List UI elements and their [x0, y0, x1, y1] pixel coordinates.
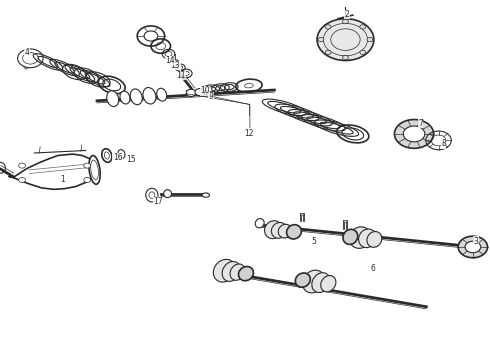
Ellipse shape	[302, 270, 325, 293]
Circle shape	[465, 241, 481, 253]
Ellipse shape	[300, 213, 304, 215]
Text: 16: 16	[113, 153, 122, 162]
Ellipse shape	[230, 264, 245, 280]
Circle shape	[325, 25, 331, 29]
Ellipse shape	[295, 273, 310, 287]
Circle shape	[19, 163, 25, 168]
Circle shape	[367, 37, 373, 42]
Ellipse shape	[89, 156, 100, 184]
Circle shape	[360, 25, 366, 29]
Circle shape	[458, 236, 488, 258]
Text: 5: 5	[311, 237, 316, 246]
Circle shape	[84, 163, 91, 168]
Circle shape	[360, 50, 366, 54]
Text: 10: 10	[200, 86, 210, 95]
Ellipse shape	[172, 60, 178, 63]
Circle shape	[84, 177, 91, 183]
Ellipse shape	[120, 91, 130, 104]
Text: 8: 8	[441, 139, 446, 148]
Ellipse shape	[202, 193, 210, 197]
Ellipse shape	[349, 227, 371, 248]
Text: 17: 17	[153, 197, 163, 206]
Circle shape	[325, 50, 331, 54]
Text: 11: 11	[176, 71, 186, 80]
Ellipse shape	[255, 219, 264, 228]
Ellipse shape	[367, 231, 382, 247]
Circle shape	[343, 19, 348, 24]
Ellipse shape	[143, 87, 156, 104]
Ellipse shape	[287, 225, 301, 239]
Ellipse shape	[320, 275, 336, 292]
Text: 6: 6	[371, 264, 376, 273]
Ellipse shape	[222, 261, 241, 282]
Ellipse shape	[130, 89, 142, 105]
Ellipse shape	[271, 222, 287, 238]
Ellipse shape	[102, 149, 112, 162]
Text: 15: 15	[126, 155, 136, 164]
Ellipse shape	[312, 273, 330, 293]
Ellipse shape	[107, 91, 119, 107]
Text: 12: 12	[244, 129, 254, 138]
Ellipse shape	[359, 229, 376, 248]
Ellipse shape	[239, 266, 253, 281]
Circle shape	[394, 120, 434, 148]
Circle shape	[19, 177, 25, 183]
Text: 7: 7	[418, 118, 423, 127]
Text: 9: 9	[208, 92, 213, 101]
Text: 4: 4	[24, 48, 29, 57]
Ellipse shape	[164, 190, 171, 198]
Ellipse shape	[343, 220, 347, 222]
Ellipse shape	[146, 188, 158, 202]
Circle shape	[195, 89, 205, 96]
Text: 1: 1	[60, 175, 65, 184]
Circle shape	[343, 55, 348, 60]
Ellipse shape	[157, 88, 167, 101]
Ellipse shape	[213, 259, 236, 282]
Circle shape	[318, 37, 324, 42]
Ellipse shape	[265, 221, 282, 239]
Text: 2: 2	[344, 10, 349, 19]
Circle shape	[403, 126, 425, 142]
Text: 14: 14	[165, 56, 175, 65]
Ellipse shape	[278, 224, 292, 238]
Text: 13: 13	[171, 61, 180, 70]
Ellipse shape	[343, 229, 358, 244]
Text: 3: 3	[474, 237, 479, 246]
Circle shape	[317, 19, 374, 60]
Ellipse shape	[118, 150, 125, 158]
Circle shape	[186, 89, 196, 96]
